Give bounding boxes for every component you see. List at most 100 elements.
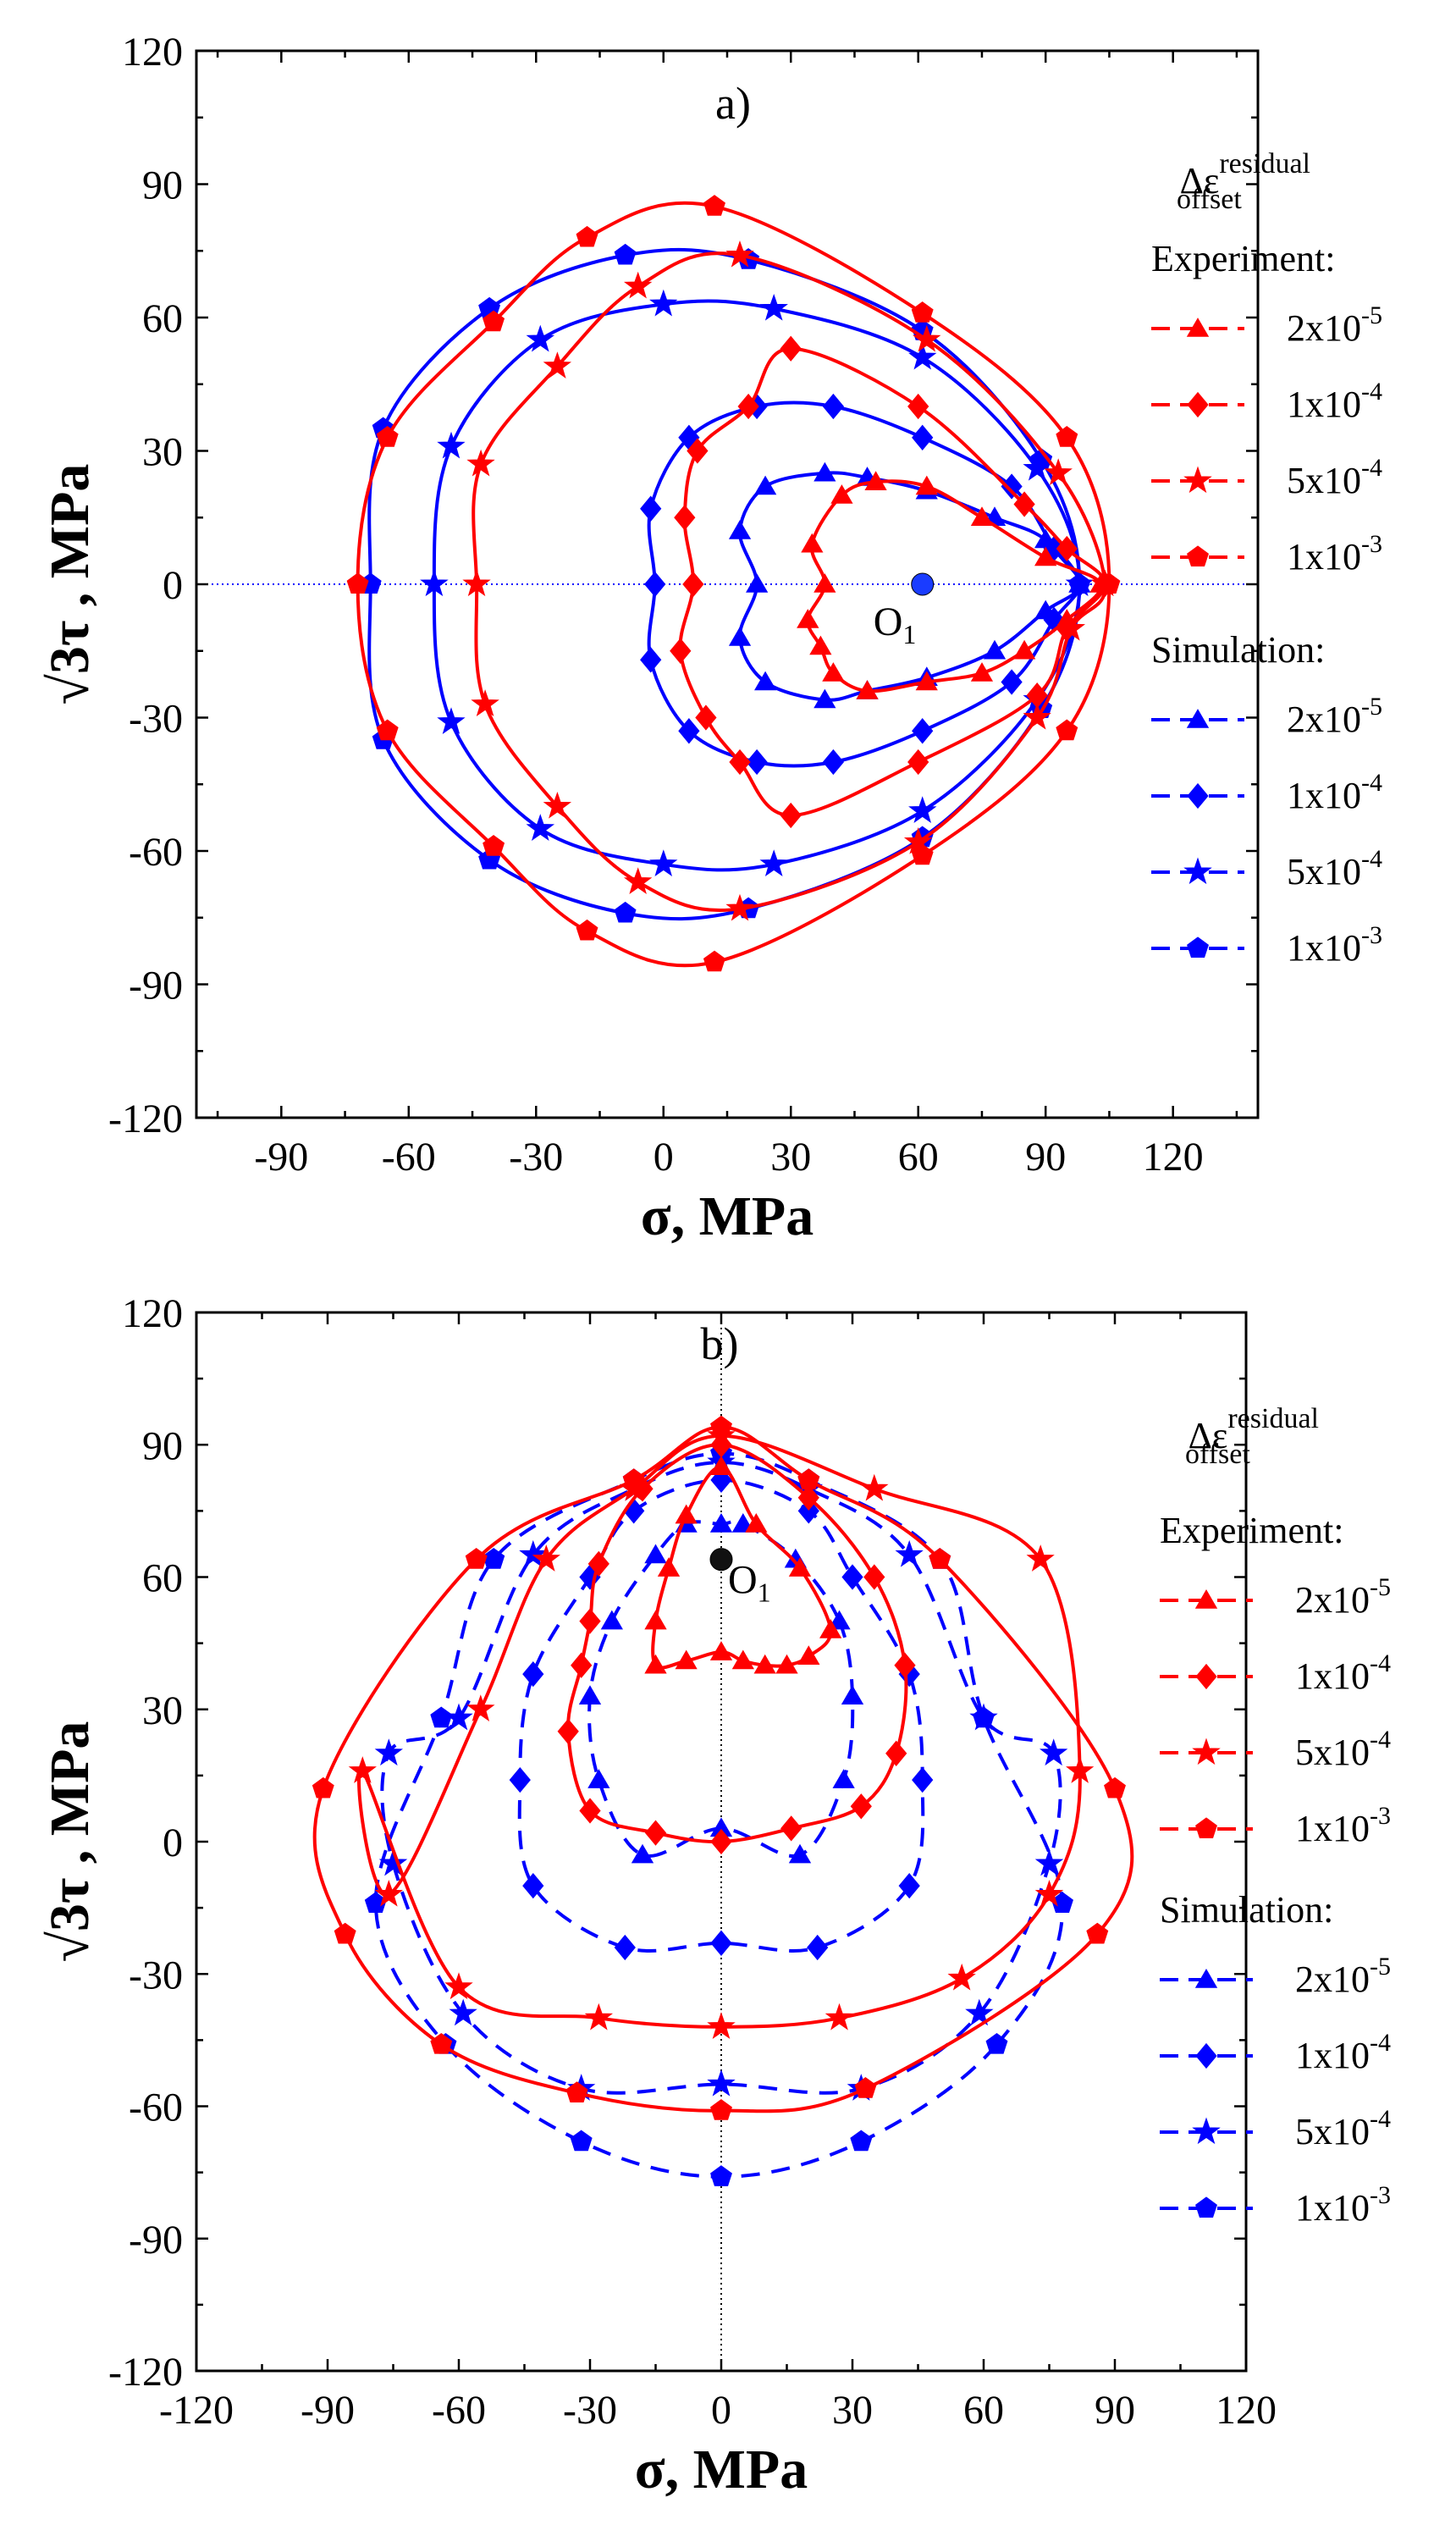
x-tick-label: -30 xyxy=(509,1135,563,1180)
x-axis-title: σ, MPa xyxy=(641,1185,814,1247)
experiment-point xyxy=(430,2032,453,2054)
experiment-legend-marker xyxy=(1183,466,1212,494)
simulation-legend-label: 5x10-4 xyxy=(1295,2105,1391,2152)
experiment-point xyxy=(885,1740,907,1766)
center-label: O1 xyxy=(728,1558,771,1608)
x-tick-label: 0 xyxy=(654,1135,674,1180)
experiment-point xyxy=(780,335,802,362)
experiment-point xyxy=(644,1654,667,1674)
simulation-point xyxy=(841,1685,864,1704)
experiment-curve xyxy=(357,1434,1082,2029)
simulation-legend-marker xyxy=(1192,2117,1221,2145)
simulation-point xyxy=(649,289,678,317)
experiment-legend-label: 1x10-3 xyxy=(1287,530,1382,577)
simulation-point xyxy=(832,1769,855,1788)
simulation-point xyxy=(640,647,662,673)
simulation-point xyxy=(420,569,449,597)
experiment-point xyxy=(929,1548,951,1569)
panel-b: -120 -90 -60 -30 0 30 60 90 120 -120 -90 -60 -30 0 30 6… xyxy=(39,1291,1391,2500)
experiment-point xyxy=(856,680,879,699)
y-tick-label: 0 xyxy=(163,1820,183,1865)
y-tick-label: -60 xyxy=(129,2086,183,2130)
simulation-point xyxy=(828,1610,851,1630)
y-tick-label: -120 xyxy=(108,1097,183,1141)
experiment-point xyxy=(801,533,824,553)
simulation-point xyxy=(623,1498,645,1524)
simulation-point xyxy=(570,2130,593,2152)
experiment-point xyxy=(1066,1756,1095,1783)
y-tick-label: 120 xyxy=(122,30,183,75)
experiment-point xyxy=(674,505,696,531)
simulation-point xyxy=(587,1769,610,1788)
simulation-point xyxy=(678,718,700,744)
experiment-point xyxy=(376,426,399,447)
experiment-point xyxy=(725,893,754,921)
experiment-point xyxy=(346,572,369,594)
simulation-point xyxy=(437,707,466,734)
x-tick-label: 60 xyxy=(963,2388,1004,2433)
experiment-point xyxy=(797,609,819,628)
experiment-point xyxy=(703,195,725,216)
simulation-point xyxy=(449,1998,477,2026)
experiment-point xyxy=(576,919,598,941)
experiment-legend-label: 5x10-4 xyxy=(1287,454,1382,501)
panel-label: b) xyxy=(701,1318,739,1369)
y-tick-label: -30 xyxy=(129,697,183,742)
experiment-point xyxy=(915,671,938,691)
simulation-legend-marker xyxy=(1195,2042,1217,2069)
experiment-point xyxy=(797,1484,819,1511)
experiment-point xyxy=(780,1815,802,1842)
experiment-point xyxy=(907,749,929,776)
simulation-legend-marker xyxy=(1186,709,1210,728)
experiment-point xyxy=(809,635,832,655)
x-tick-label: 120 xyxy=(1216,2388,1277,2433)
experiment-point xyxy=(907,393,929,420)
x-tick-label: -60 xyxy=(432,2388,486,2433)
experiment-point xyxy=(911,843,934,865)
simulation-point xyxy=(822,393,845,420)
experiment-point xyxy=(644,1610,667,1630)
x-tick-label: 30 xyxy=(832,2388,873,2433)
experiment-legend-label: 1x10-3 xyxy=(1295,1802,1391,1849)
simulation-point xyxy=(965,1998,994,2026)
experiment-point xyxy=(894,1652,916,1678)
experiment-point xyxy=(670,638,692,664)
y-tick-label: -90 xyxy=(129,964,183,1008)
x-tick-label: -60 xyxy=(382,1135,436,1180)
experiment-point xyxy=(745,1512,768,1533)
y-tick-label: 0 xyxy=(163,563,183,608)
simulation-legend-marker xyxy=(1195,2196,1217,2218)
experiment-point xyxy=(483,310,505,332)
simulation-curve xyxy=(517,1478,925,1953)
x-tick-label: -90 xyxy=(301,2388,355,2433)
experiment-point xyxy=(819,1618,842,1638)
experiment-point xyxy=(622,1468,645,1489)
experiment-point xyxy=(376,719,399,741)
experiment-point xyxy=(675,1649,698,1670)
simulation-legend-marker xyxy=(1187,936,1209,959)
experiment-point xyxy=(709,1456,733,1476)
experiment-curve xyxy=(472,251,1107,913)
simulation-point xyxy=(973,1706,995,1728)
experiment-point xyxy=(970,506,994,527)
y-tick-label: 30 xyxy=(142,1688,183,1733)
experiment-point xyxy=(822,662,845,682)
panel-label: a) xyxy=(715,78,751,129)
simulation-point xyxy=(522,1660,544,1688)
simulation-point xyxy=(908,796,937,823)
simulation-point xyxy=(614,1934,636,1961)
experiment-point xyxy=(911,301,934,323)
experiment-point xyxy=(860,1473,889,1501)
simulation-point xyxy=(526,324,555,352)
simulation-point xyxy=(578,1685,602,1704)
simulation-curve xyxy=(587,1519,855,1859)
experiment-point xyxy=(854,2077,877,2098)
simulation-point xyxy=(759,294,788,321)
simulation-point xyxy=(754,475,777,495)
simulation-point xyxy=(710,2165,732,2186)
experiment-legend-marker xyxy=(1195,1817,1217,1839)
simulation-point xyxy=(519,1539,548,1567)
experiment-legend-label: 5x10-4 xyxy=(1295,1726,1391,1773)
simulation-legend-marker xyxy=(1187,782,1209,809)
experiment-point xyxy=(1056,535,1078,562)
